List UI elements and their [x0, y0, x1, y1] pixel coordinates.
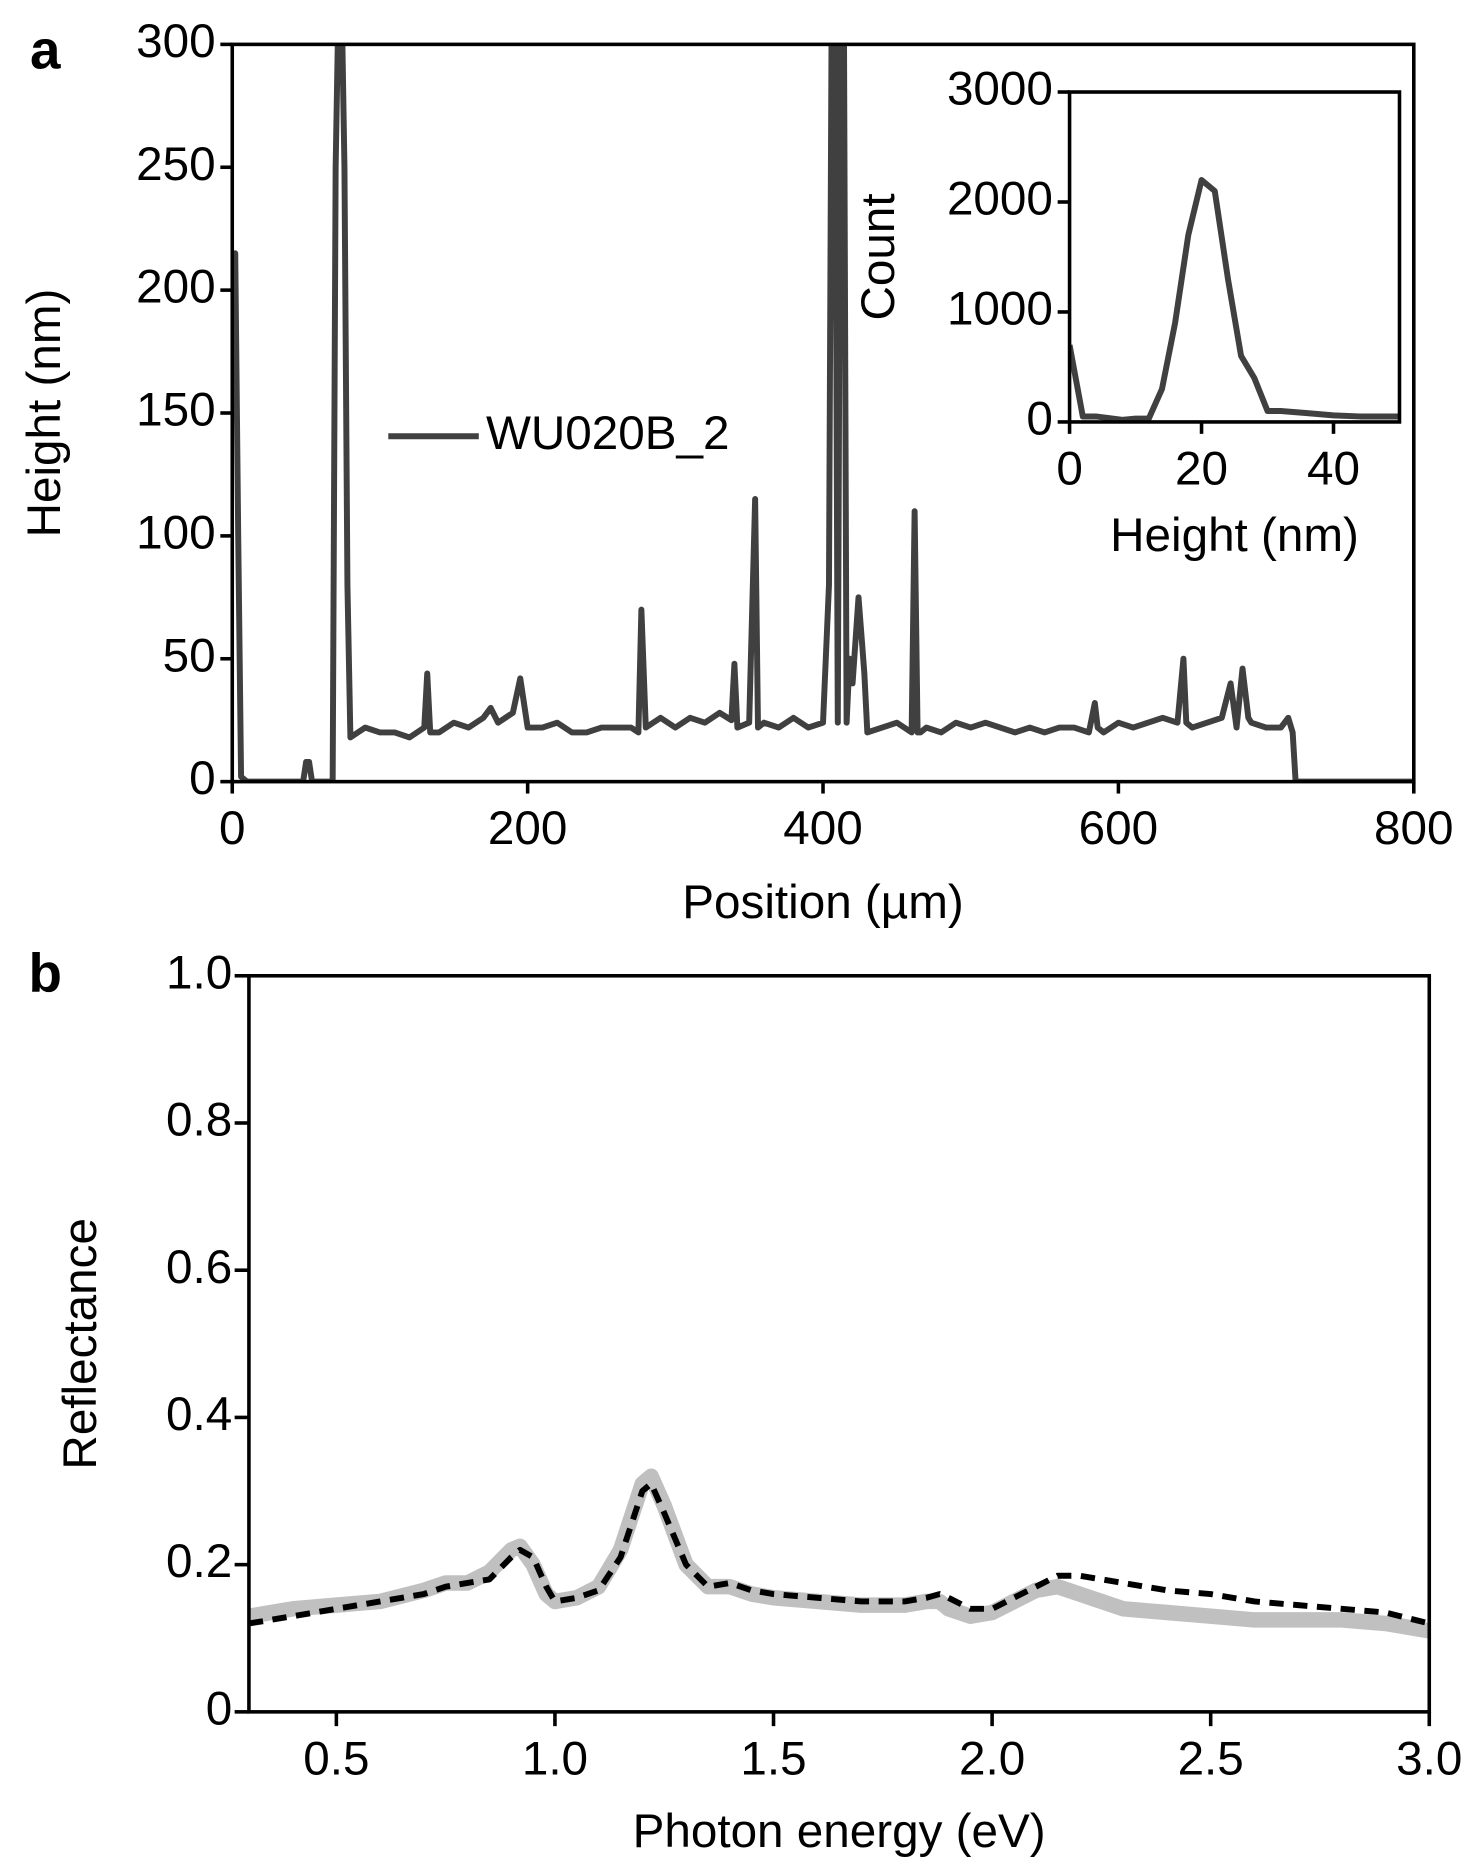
- y-tick-label: 0: [1026, 393, 1053, 446]
- y-axis-label: Height (nm): [18, 289, 71, 538]
- x-tick-label: 1.5: [740, 1732, 806, 1785]
- y-tick-label: 0.4: [166, 1388, 232, 1441]
- y-axis-label: Reflectance: [54, 1218, 107, 1470]
- plot-frame: [247, 973, 1432, 1714]
- x-tick-label: 200: [488, 802, 567, 855]
- y-axis-label: Count: [852, 193, 905, 320]
- y-tick-label: 2000: [947, 173, 1053, 226]
- x-tick-label: 3.0: [1396, 1732, 1462, 1785]
- y-tick-label: 0: [189, 752, 216, 805]
- y-tick-label: 0.8: [166, 1094, 232, 1147]
- x-tick-label: 0: [219, 802, 246, 855]
- x-tick-label: 2.5: [1178, 1732, 1244, 1785]
- x-tick-label: 0.5: [303, 1732, 369, 1785]
- y-tick-label: 1.0: [166, 946, 232, 999]
- y-tick-label: 1000: [947, 283, 1053, 336]
- y-tick-label: 0.6: [166, 1241, 232, 1294]
- x-tick-label: 800: [1374, 802, 1453, 855]
- y-tick-label: 0.2: [166, 1535, 232, 1588]
- y-tick-label: 3000: [947, 63, 1053, 116]
- data-line: [232, 44, 1414, 782]
- panel-label: b: [29, 941, 62, 1003]
- y-tick-label: 200: [136, 261, 215, 314]
- y-tick-label: 250: [136, 138, 215, 191]
- x-tick-label: 600: [1079, 802, 1158, 855]
- data-line: [248, 1480, 1430, 1627]
- x-tick-label: 40: [1307, 443, 1360, 496]
- x-tick-label: 20: [1175, 443, 1228, 496]
- x-tick-label: 2.0: [959, 1732, 1025, 1785]
- data-line: [1069, 177, 1400, 422]
- x-axis-label: Position (µm): [682, 876, 964, 929]
- y-tick-label: 50: [163, 629, 216, 682]
- plot-frame: [230, 42, 1416, 784]
- y-tick-label: 150: [136, 384, 215, 437]
- x-axis-label: Photon energy (eV): [633, 1805, 1046, 1858]
- x-axis-label: Height (nm): [1110, 509, 1359, 562]
- y-tick-label: 0: [206, 1682, 233, 1735]
- plot-frame: [1067, 90, 1402, 424]
- y-tick-label: 100: [136, 506, 215, 559]
- x-tick-label: 1.0: [522, 1732, 588, 1785]
- legend-label: WU020B_2: [486, 407, 730, 460]
- panel-label: a: [30, 18, 61, 80]
- data-line: [248, 1468, 1430, 1639]
- inset-background: [1069, 92, 1400, 422]
- y-tick-label: 300: [136, 15, 215, 68]
- x-tick-label: 400: [783, 802, 862, 855]
- x-tick-label: 0: [1056, 443, 1083, 496]
